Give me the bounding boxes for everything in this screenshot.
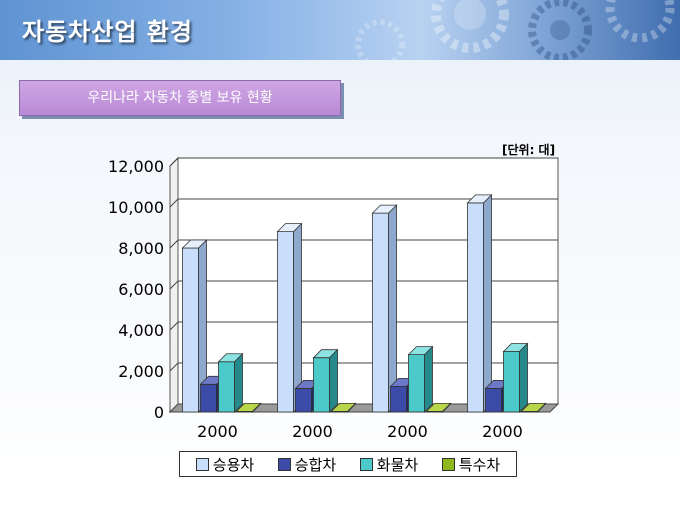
bar-front	[485, 388, 502, 413]
bar-top	[502, 343, 529, 352]
bar	[217, 352, 244, 413]
bar-front	[182, 247, 199, 413]
bar-front	[467, 202, 484, 413]
bar-top	[312, 349, 339, 359]
bar-front	[408, 354, 425, 413]
legend-item: 특수차	[441, 454, 501, 475]
bar	[520, 402, 547, 413]
bar	[235, 402, 262, 413]
bar-front	[218, 361, 235, 413]
gridline	[169, 280, 558, 290]
y-tick-label: 12,000	[108, 157, 164, 176]
legend-item: 승합차	[277, 454, 337, 475]
legend-swatch	[277, 457, 291, 471]
legend-label: 특수차	[458, 455, 501, 474]
bar-front	[313, 357, 330, 413]
x-tick-label: 2000	[292, 422, 333, 441]
bar-side	[483, 193, 492, 413]
bar-top	[407, 346, 434, 356]
bar-side	[234, 352, 243, 413]
bar-front	[372, 212, 389, 413]
y-tick-label: 0	[154, 403, 164, 422]
bar-front	[503, 351, 520, 413]
bar-front	[390, 385, 407, 413]
legend-swatch	[195, 457, 209, 471]
bar-front	[200, 383, 217, 413]
y-tick-label: 8,000	[118, 239, 164, 258]
x-tick-label: 2000	[387, 422, 428, 441]
page-title: 자동차산업 환경	[22, 18, 193, 46]
bar	[276, 222, 303, 413]
bar-top	[466, 194, 493, 204]
legend-swatch	[441, 457, 455, 471]
section-label: 우리나라 자동차 종별 보유 현황	[19, 80, 341, 116]
y-tick-label: 6,000	[118, 280, 164, 299]
bar	[466, 193, 493, 413]
header-banner: 자동차산업 환경	[0, 0, 680, 60]
gridline	[169, 321, 558, 331]
bar-top	[371, 204, 398, 214]
bar	[312, 348, 339, 413]
bar-side	[424, 345, 433, 413]
legend-swatch	[359, 457, 373, 471]
bar-front	[295, 388, 312, 413]
y-tick-label: 4,000	[118, 321, 164, 340]
y-tick-label: 2,000	[118, 362, 164, 381]
bar-top	[276, 223, 303, 233]
y-tick-label: 10,000	[108, 198, 164, 217]
bar-top	[425, 402, 452, 412]
gridline	[169, 198, 558, 208]
bar-side	[329, 348, 338, 413]
bar	[407, 345, 434, 413]
bar-top	[330, 402, 357, 412]
gridline	[169, 239, 558, 249]
legend-item: 승용차	[195, 454, 255, 475]
gridline	[169, 157, 558, 167]
legend-label: 화물차	[376, 455, 419, 474]
bar	[502, 342, 529, 413]
chart-legend: 승용차 승합차 화물차 특수차	[179, 451, 517, 477]
bar	[425, 402, 452, 413]
bar	[371, 204, 398, 413]
unit-label: [단위: 대]	[502, 143, 556, 157]
bar-side	[388, 204, 397, 413]
x-tick-label: 2000	[482, 422, 523, 441]
bar	[330, 402, 357, 413]
bar-top	[181, 239, 208, 249]
legend-label: 승합차	[294, 455, 337, 474]
bar-top	[217, 353, 244, 363]
legend-item: 화물차	[359, 454, 419, 475]
x-tick-label: 2000	[197, 422, 238, 441]
bar-top	[520, 402, 547, 412]
bar-front	[277, 231, 294, 413]
legend-label: 승용차	[212, 455, 255, 474]
bar-top	[235, 402, 262, 412]
bar-side	[519, 342, 528, 413]
gear-icon	[355, 0, 675, 60]
